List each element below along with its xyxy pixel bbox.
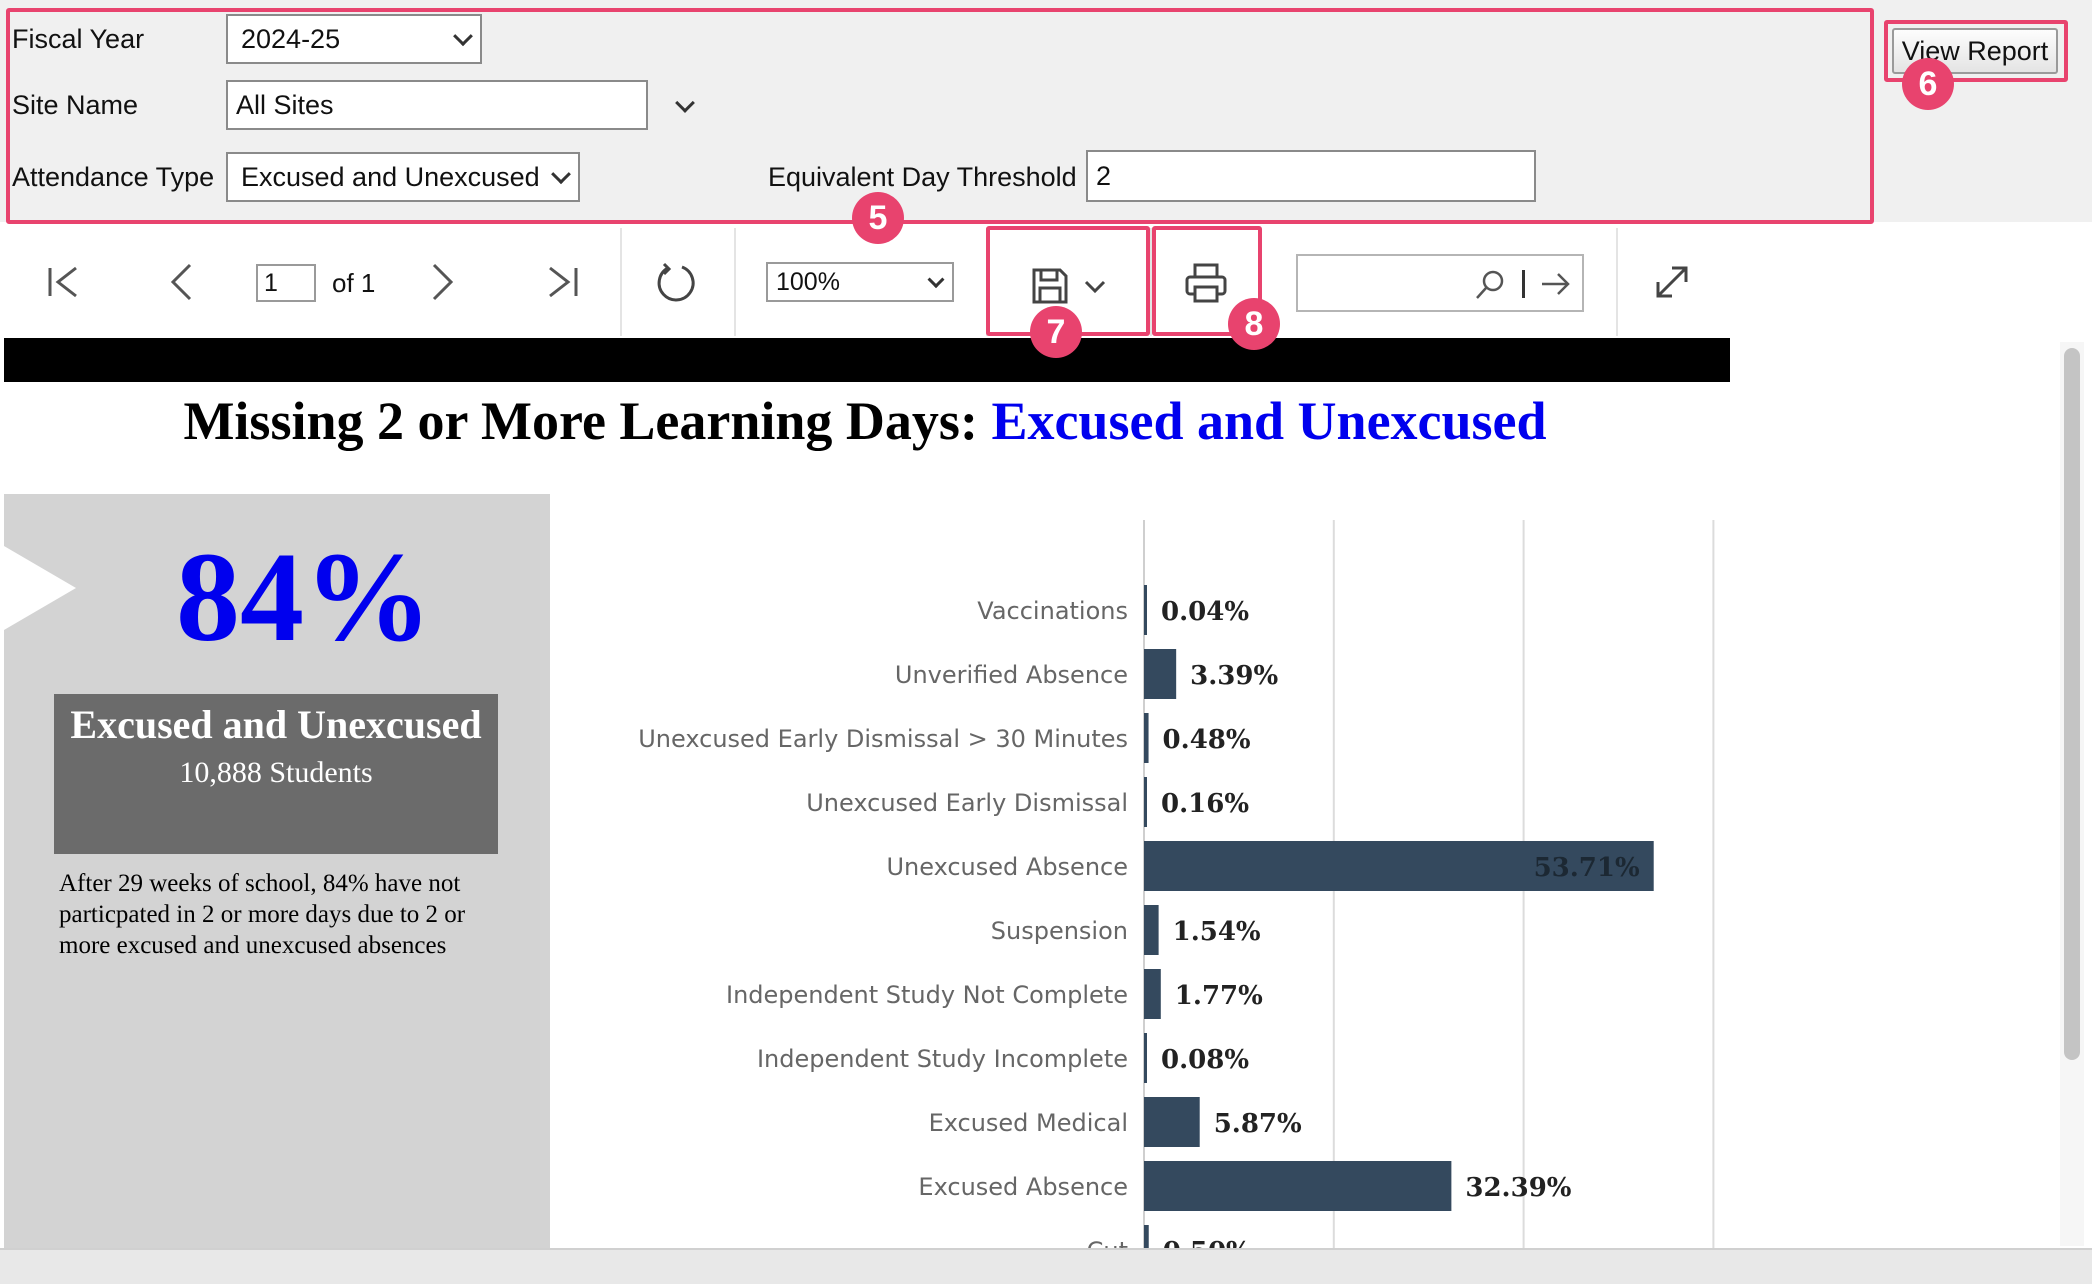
toolbar-divider: [1150, 228, 1152, 336]
bar: [1144, 969, 1161, 1019]
bar: [1144, 713, 1149, 763]
parameter-area: Fiscal Year 2024-25 Site Name All Sites …: [0, 0, 2092, 222]
find-next-icon[interactable]: [1540, 270, 1572, 298]
category-label: Excused Absence: [918, 1173, 1128, 1201]
data-label: 32.39%: [1465, 1173, 1571, 1203]
chevron-down-icon: [927, 271, 945, 289]
page-number-input[interactable]: 1: [256, 264, 316, 302]
bar: [1144, 1161, 1452, 1211]
kpi-count: 10,888 Students: [179, 756, 373, 789]
site-name-label: Site Name: [12, 90, 139, 120]
print-icon[interactable]: [1184, 262, 1228, 304]
absence-reason-bar-chart: Vaccinations 0.04% Unverified Absence 3.39%…: [638, 520, 1715, 1250]
find-divider: [1522, 270, 1525, 298]
first-page-icon[interactable]: [46, 264, 80, 300]
report-canvas: Missing 2 or More Learning Days: Excused…: [0, 336, 2092, 1254]
category-label: Unexcused Absence: [886, 853, 1128, 881]
data-label: 0.08%: [1161, 1045, 1249, 1075]
toolbar-divider: [986, 228, 988, 336]
next-page-icon[interactable]: [430, 262, 456, 302]
kpi-label: Excused and Unexcused: [70, 702, 482, 747]
data-label: 0.48%: [1163, 725, 1251, 755]
toolbar-divider: [620, 228, 622, 336]
bar: [1144, 777, 1147, 827]
data-label: 3.39%: [1190, 661, 1278, 691]
category-label: Cut: [1087, 1237, 1128, 1250]
chevron-down-icon: [551, 164, 571, 185]
data-label: 0.04%: [1161, 597, 1249, 627]
kpi-description: After 29 weeks of school, 84% have not p…: [59, 870, 466, 959]
search-icon[interactable]: [1474, 269, 1506, 301]
find-input[interactable]: [1296, 254, 1584, 312]
data-label: 0.16%: [1161, 789, 1249, 819]
kpi-panel: 84% Excused and Unexcused 10,888 Student…: [4, 494, 550, 1254]
bar: [1144, 841, 1654, 891]
zoom-select[interactable]: 100%: [766, 262, 954, 302]
kpi-card: Excused and Unexcused 10,888 Students: [54, 694, 498, 854]
play-arrow-icon: [4, 546, 76, 630]
data-label: 1.77%: [1175, 981, 1263, 1011]
bar: [1144, 649, 1177, 699]
attendance-type-select[interactable]: Excused and Unexcused: [226, 152, 580, 202]
previous-page-icon[interactable]: [168, 262, 194, 302]
site-name-dropdown-icon[interactable]: [675, 93, 695, 113]
report-title-prefix: Missing 2 or More Learning Days:: [183, 391, 978, 451]
annotation-badge-params: 5: [852, 192, 904, 244]
bar: [1144, 905, 1159, 955]
attendance-type-value: Excused and Unexcused: [241, 161, 540, 192]
data-label: 53.71%: [1534, 853, 1640, 883]
data-label: 1.54%: [1173, 917, 1261, 947]
category-label: Independent Study Incomplete: [757, 1045, 1128, 1073]
kpi-value: 84%: [176, 526, 432, 668]
category-label: Unexcused Early Dismissal: [806, 789, 1128, 817]
category-label: Vaccinations: [977, 597, 1128, 625]
report-toolbar: 1 of 1 100%: [0, 228, 1730, 336]
threshold-input[interactable]: 2: [1086, 150, 1536, 202]
page-count-text: of 1: [332, 268, 376, 298]
bar: [1144, 1033, 1147, 1083]
chevron-down-icon: [453, 26, 473, 47]
toolbar-divider: [734, 228, 736, 336]
page-number-value: 1: [264, 268, 278, 297]
report-title-accent: Excused and Unexcused: [991, 391, 1547, 451]
threshold-value: 2: [1096, 160, 1112, 191]
toolbar-divider: [1616, 228, 1618, 336]
report-title: Missing 2 or More Learning Days: Excused…: [0, 390, 1730, 452]
fiscal-year-select[interactable]: 2024-25: [226, 14, 482, 64]
data-label: 5.87%: [1214, 1109, 1302, 1139]
threshold-label: Equivalent Day Threshold: [768, 162, 1077, 192]
category-label: Excused Medical: [929, 1109, 1128, 1137]
annotation-badge-save: 7: [1030, 306, 1082, 358]
annotation-badge-print: 8: [1228, 298, 1280, 350]
window-bottom-edge: [0, 1248, 2092, 1284]
category-label: Independent Study Not Complete: [726, 981, 1128, 1009]
save-icon[interactable]: [1030, 266, 1070, 306]
category-label: Unverified Absence: [895, 661, 1128, 689]
refresh-icon[interactable]: [654, 260, 698, 304]
save-dropdown-icon[interactable]: [1084, 280, 1106, 294]
annotation-badge-view-report: 6: [1902, 58, 1954, 110]
fiscal-year-value: 2024-25: [241, 23, 341, 54]
report-header-bar: [4, 338, 1730, 382]
fullscreen-icon[interactable]: [1654, 264, 1690, 300]
vertical-scrollbar-thumb[interactable]: [2064, 348, 2080, 1060]
bar: [1144, 585, 1147, 635]
fiscal-year-label: Fiscal Year: [12, 24, 145, 54]
category-label: Suspension: [991, 917, 1128, 945]
category-label: Unexcused Early Dismissal > 30 Minutes: [638, 725, 1128, 753]
bar: [1144, 1097, 1200, 1147]
attendance-type-label: Attendance Type: [12, 162, 215, 192]
bar: [1144, 1225, 1149, 1250]
site-name-value: All Sites: [236, 89, 334, 120]
last-page-icon[interactable]: [546, 264, 580, 300]
data-label: 0.50%: [1163, 1237, 1251, 1250]
site-name-field[interactable]: All Sites: [226, 80, 648, 130]
zoom-value: 100%: [776, 267, 840, 296]
